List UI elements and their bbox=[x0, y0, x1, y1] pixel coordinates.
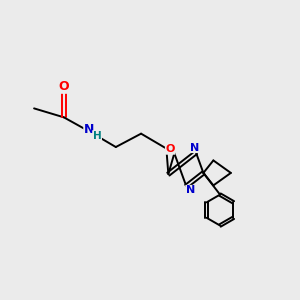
Text: N: N bbox=[84, 123, 94, 136]
Text: O: O bbox=[58, 80, 69, 93]
Text: N: N bbox=[190, 142, 199, 152]
Text: H: H bbox=[93, 131, 101, 141]
Text: N: N bbox=[186, 185, 195, 195]
Text: O: O bbox=[166, 144, 175, 154]
